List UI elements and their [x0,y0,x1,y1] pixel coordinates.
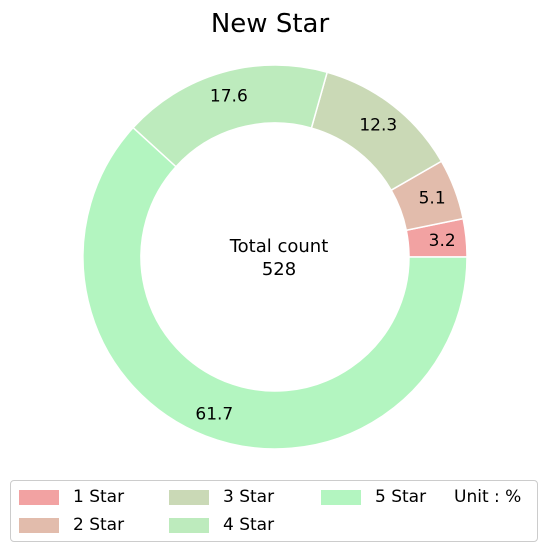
legend-item-4-star: 4 Star [169,513,274,537]
slice-value-label: 3.2 [429,231,456,251]
legend-label: 5 Star [375,487,427,507]
legend-label: 2 Star [73,515,125,535]
chart-title: New Star [211,9,330,39]
legend-swatch [19,489,59,505]
slice-value-label: 17.6 [210,86,248,106]
legend-item-3-star: 3 Star [169,485,274,509]
center-label-title: Total count [229,236,329,257]
slice-value-label: 61.7 [195,405,233,425]
legend-item-2-star: 2 Star [19,513,124,537]
donut-slices [82,64,468,450]
donut-chart: New Star 3.25.112.317.661.7 Total count … [82,9,468,450]
legend-item-5-star: 5 Star [321,485,426,509]
legend-item-1-star: 1 Star [19,485,124,509]
slice-value-label: 5.1 [419,189,446,209]
slice-5-star [82,126,468,450]
unit-note: Unit : % [454,487,522,507]
slice-4-star [132,64,329,168]
legend-label: 3 Star [223,487,275,507]
legend-swatch [19,517,59,533]
slice-value-label: 12.3 [359,115,397,135]
legend-label: 1 Star [73,487,125,507]
legend-swatch [321,489,361,505]
slice-labels: 3.2 5.1 12.3 17.6 61.7 [195,86,455,424]
center-label-total: 528 [262,259,296,280]
legend-swatch [169,517,209,533]
legend-label: 4 Star [223,515,275,535]
legend: 1 Star 2 Star 3 Star 4 Star 5 Star Unit … [10,480,538,542]
legend-swatch [169,489,209,505]
